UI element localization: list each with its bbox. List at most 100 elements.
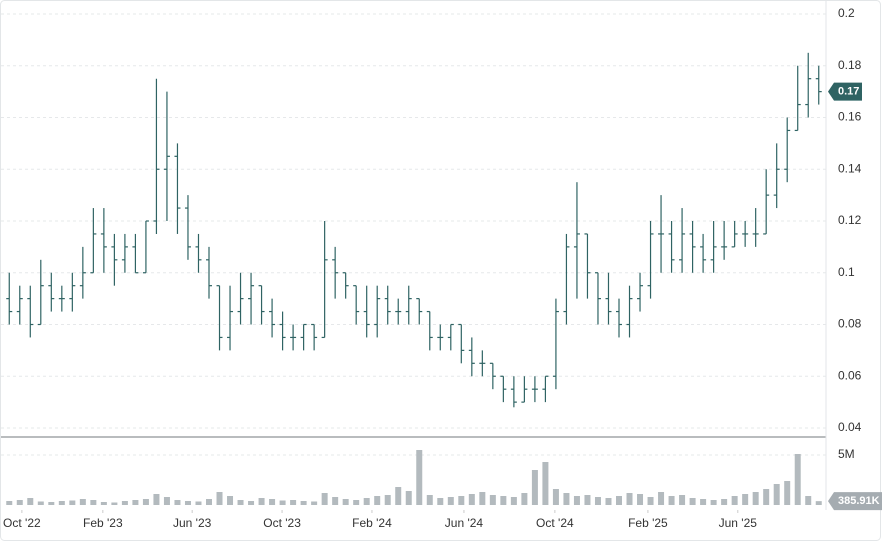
- volume-bar: [637, 494, 644, 505]
- y-tick-label: 0.12: [838, 213, 862, 227]
- volume-bar: [815, 501, 822, 505]
- volume-bar: [206, 499, 212, 505]
- volume-bar: [552, 489, 559, 505]
- volume-bar: [374, 496, 381, 505]
- volume-bar: [142, 499, 149, 505]
- volume-bar: [258, 498, 265, 505]
- y-tick-label: 0.06: [838, 368, 862, 382]
- volume-bar: [69, 500, 76, 505]
- volume-bar: [542, 462, 549, 505]
- volume-bar: [689, 498, 696, 505]
- volume-bar: [395, 487, 402, 505]
- y-tick-label: 0.08: [838, 317, 862, 331]
- volume-bar: [227, 496, 234, 505]
- x-tick-label: Oct '23: [263, 516, 301, 530]
- last-price-label: 0.17: [838, 86, 859, 98]
- volume-bar: [468, 494, 475, 505]
- volume-bar: [479, 492, 486, 505]
- x-tick-label: Jun '23: [173, 516, 212, 530]
- volume-bar: [195, 501, 202, 505]
- volume-bar: [416, 450, 423, 505]
- volume-bar: [342, 499, 349, 505]
- volume-bar: [184, 501, 191, 505]
- volume-bar: [269, 499, 276, 505]
- volume-bar: [626, 493, 633, 505]
- volume-bar: [279, 500, 286, 505]
- y-tick-label: 0.18: [838, 58, 862, 72]
- volume-bar: [111, 502, 118, 505]
- volume-bar: [594, 497, 601, 505]
- volume-bar: [573, 496, 580, 505]
- volume-bar: [647, 497, 654, 505]
- volume-bar: [700, 499, 707, 505]
- last-price-tag: [828, 82, 862, 101]
- volume-bar: [773, 484, 780, 505]
- volume-bar: [531, 470, 538, 505]
- volume-bar: [447, 497, 454, 505]
- volume-bar: [121, 501, 128, 505]
- volume-bar: [48, 502, 55, 505]
- y-tick-label: 0.2: [838, 6, 855, 20]
- volume-bar: [79, 499, 86, 505]
- volume-bar: [132, 500, 139, 505]
- volume-bar: [742, 494, 749, 505]
- volume-bar: [794, 454, 801, 505]
- volume-tick-label: 5M: [838, 447, 855, 461]
- y-tick-label: 0.04: [838, 420, 862, 434]
- volume-bar: [616, 496, 622, 505]
- volume-bar: [16, 500, 23, 505]
- volume-bar: [752, 492, 759, 505]
- volume-bar: [500, 496, 507, 505]
- volume-bar: [426, 495, 433, 505]
- y-tick-label: 0.14: [838, 161, 862, 175]
- volume-bar: [27, 498, 34, 505]
- volume-bar: [300, 501, 307, 505]
- x-tick-label: Feb '23: [83, 516, 123, 530]
- y-tick-label: 0.1: [838, 265, 855, 279]
- volume-bar: [237, 500, 244, 505]
- volume-bar: [721, 499, 728, 505]
- x-tick-label: Feb '24: [352, 516, 392, 530]
- volume-bar: [384, 495, 391, 505]
- volume-bar: [605, 498, 612, 505]
- volume-bar: [290, 500, 297, 505]
- volume-bar: [658, 492, 665, 505]
- volume-bar: [521, 493, 528, 505]
- volume-bar: [363, 498, 370, 505]
- volume-bar: [6, 501, 13, 505]
- volume-bar: [216, 492, 223, 505]
- last-volume-tag: [828, 492, 882, 511]
- volume-bar: [311, 501, 318, 505]
- volume-bar: [37, 501, 44, 505]
- volume-bar: [731, 496, 738, 505]
- volume-bar: [784, 481, 791, 505]
- x-tick-label: Oct '24: [536, 516, 574, 530]
- volume-bar: [90, 500, 97, 505]
- last-volume-label: 385.91K: [838, 495, 880, 507]
- x-tick-label: Oct '22: [3, 516, 41, 530]
- volume-bar: [332, 497, 339, 505]
- volume-bar: [710, 500, 717, 505]
- volume-bar: [321, 493, 328, 505]
- volume-bar: [510, 497, 517, 505]
- volume-bar: [174, 500, 181, 505]
- volume-bar: [58, 501, 65, 505]
- volume-bar: [248, 501, 255, 505]
- volume-bar: [763, 489, 770, 505]
- volume-bar: [563, 493, 570, 505]
- volume-bar: [100, 502, 107, 505]
- volume-bar: [489, 495, 496, 505]
- volume-bar: [163, 497, 170, 505]
- volume-bar: [405, 491, 412, 505]
- y-tick-label: 0.16: [838, 110, 862, 124]
- x-tick-label: Feb '25: [628, 516, 668, 530]
- volume-bar: [353, 500, 360, 505]
- volume-bar: [679, 495, 686, 505]
- volume-bar: [668, 496, 675, 505]
- volume-bar: [458, 496, 465, 505]
- x-tick-label: Jun '24: [445, 516, 484, 530]
- volume-bar: [584, 495, 591, 505]
- volume-bar: [805, 496, 812, 505]
